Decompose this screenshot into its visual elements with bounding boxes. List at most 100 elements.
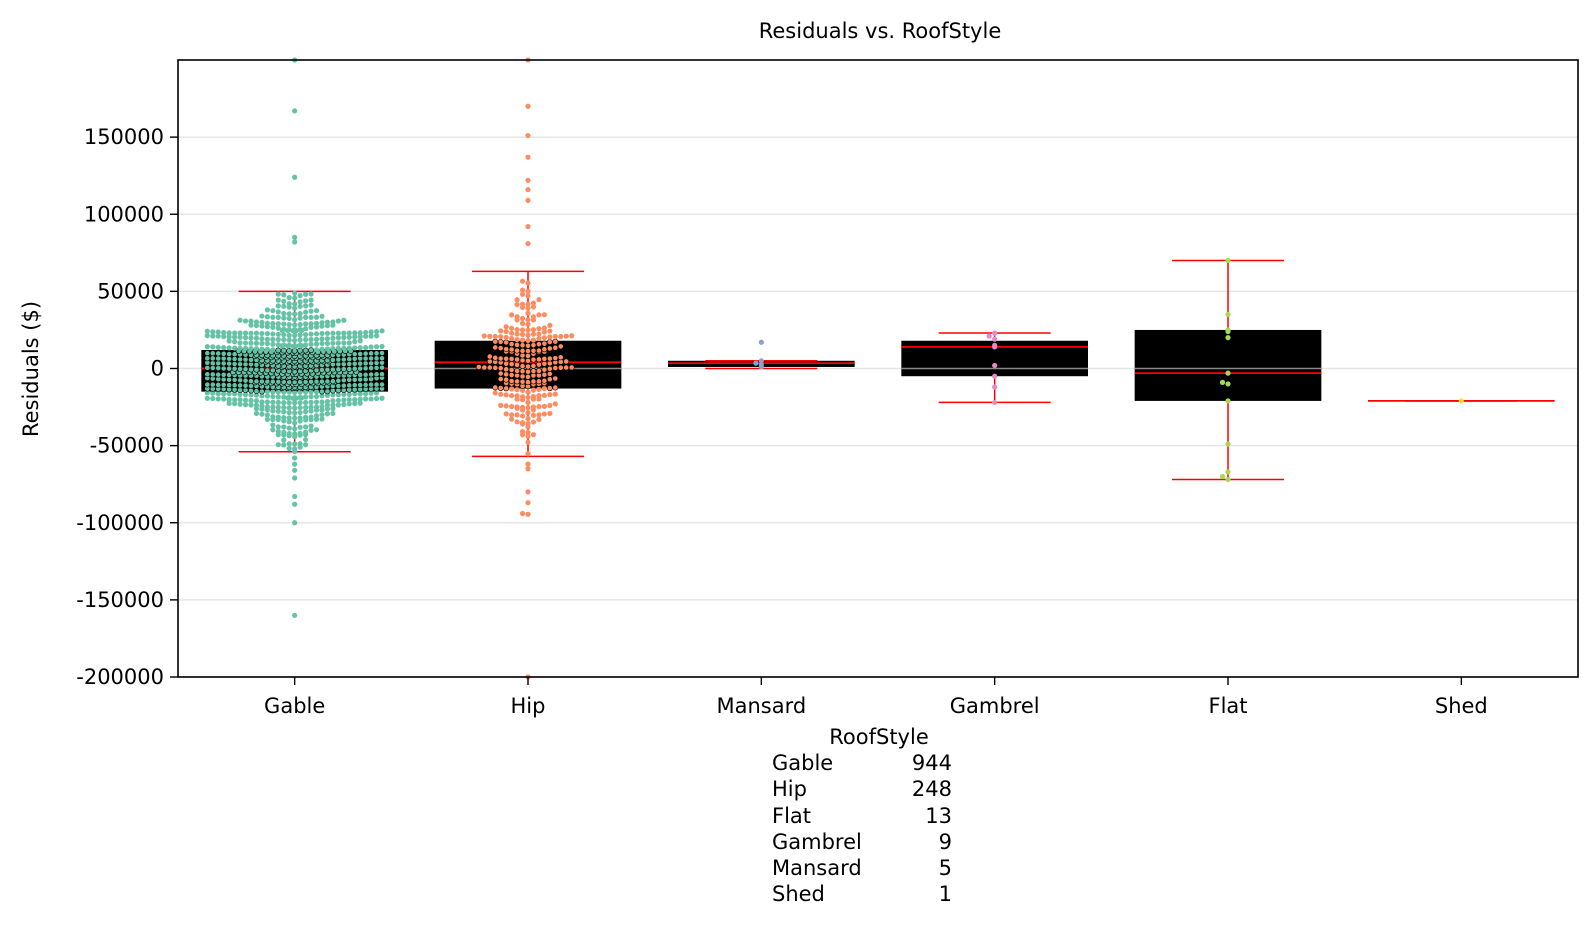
data-point — [536, 347, 542, 354]
data-point — [992, 399, 998, 406]
data-point — [275, 389, 281, 395]
data-point — [281, 342, 287, 348]
data-point — [302, 303, 309, 309]
data-point — [264, 404, 270, 410]
data-point — [519, 301, 526, 307]
x-tick-label: Shed — [1435, 694, 1488, 718]
grid-lines — [178, 136, 1578, 678]
data-point — [264, 416, 270, 422]
data-point — [362, 365, 369, 372]
data-point — [1225, 381, 1231, 387]
data-point — [514, 419, 520, 425]
data-point — [302, 326, 309, 332]
data-point — [536, 312, 542, 318]
data-point — [536, 412, 542, 418]
data-point — [286, 405, 292, 411]
data-point — [352, 330, 358, 336]
data-point — [286, 394, 292, 401]
data-point — [357, 338, 363, 344]
data-point — [308, 408, 314, 414]
data-point — [363, 329, 369, 336]
data-point — [292, 415, 298, 421]
data-point — [1219, 379, 1226, 385]
data-point — [519, 363, 526, 370]
data-point — [514, 404, 520, 410]
data-point — [525, 439, 531, 445]
data-point — [357, 396, 363, 402]
data-point — [363, 396, 369, 402]
data-point — [324, 398, 331, 405]
data-point — [340, 366, 347, 373]
data-point — [362, 371, 369, 378]
data-point — [341, 317, 347, 323]
data-point — [253, 330, 260, 336]
data-point — [270, 320, 276, 327]
data-point — [302, 336, 309, 343]
data-point — [269, 378, 276, 385]
data-point — [291, 348, 298, 354]
data-point — [226, 360, 233, 367]
data-point — [292, 455, 298, 461]
data-point — [204, 333, 210, 339]
data-point — [308, 291, 314, 297]
data-point — [281, 415, 287, 421]
data-point — [210, 395, 216, 402]
box-iqr — [1134, 329, 1322, 401]
data-point — [530, 327, 537, 333]
data-point — [204, 355, 211, 362]
data-point — [302, 424, 309, 430]
data-point — [330, 319, 336, 325]
data-point — [297, 430, 303, 436]
count-row: Shed 1 — [760, 881, 970, 907]
data-point — [379, 371, 385, 378]
data-point — [308, 341, 314, 347]
data-point — [237, 397, 243, 403]
data-point — [362, 381, 369, 388]
data-point — [368, 344, 374, 350]
data-point — [541, 346, 548, 353]
x-tick-label: Flat — [1208, 694, 1247, 718]
data-point — [330, 345, 336, 352]
data-point — [275, 404, 281, 410]
data-point — [292, 400, 298, 406]
swarm-points-layer — [204, 57, 1464, 680]
data-point — [313, 378, 320, 385]
data-point — [220, 381, 227, 388]
data-point — [525, 357, 531, 364]
data-point — [373, 395, 380, 402]
data-point — [308, 404, 314, 410]
data-point — [514, 361, 520, 368]
data-point — [525, 368, 531, 375]
data-point — [297, 400, 303, 406]
data-point — [297, 404, 303, 411]
data-point — [541, 335, 547, 341]
data-point — [253, 366, 260, 373]
data-point — [379, 364, 385, 371]
data-point — [525, 399, 531, 405]
data-point — [204, 395, 210, 401]
data-point — [248, 345, 254, 352]
data-point — [308, 399, 314, 405]
data-point — [292, 290, 298, 296]
data-point — [351, 376, 358, 383]
data-point — [226, 338, 232, 344]
data-point — [253, 340, 260, 346]
data-point — [514, 412, 520, 418]
data-point — [536, 361, 542, 368]
data-point — [492, 354, 499, 361]
data-point — [248, 330, 254, 336]
data-point — [346, 334, 352, 340]
data-point — [330, 398, 336, 404]
data-point — [302, 437, 309, 443]
data-point — [541, 340, 548, 347]
data-point — [319, 412, 325, 418]
data-point — [292, 343, 298, 349]
data-point — [275, 442, 281, 448]
y-tick-label: -100000 — [76, 511, 164, 535]
data-point — [1225, 327, 1231, 333]
data-point — [514, 342, 520, 348]
data-point — [292, 461, 298, 467]
data-point — [508, 372, 515, 378]
data-point — [297, 394, 303, 400]
